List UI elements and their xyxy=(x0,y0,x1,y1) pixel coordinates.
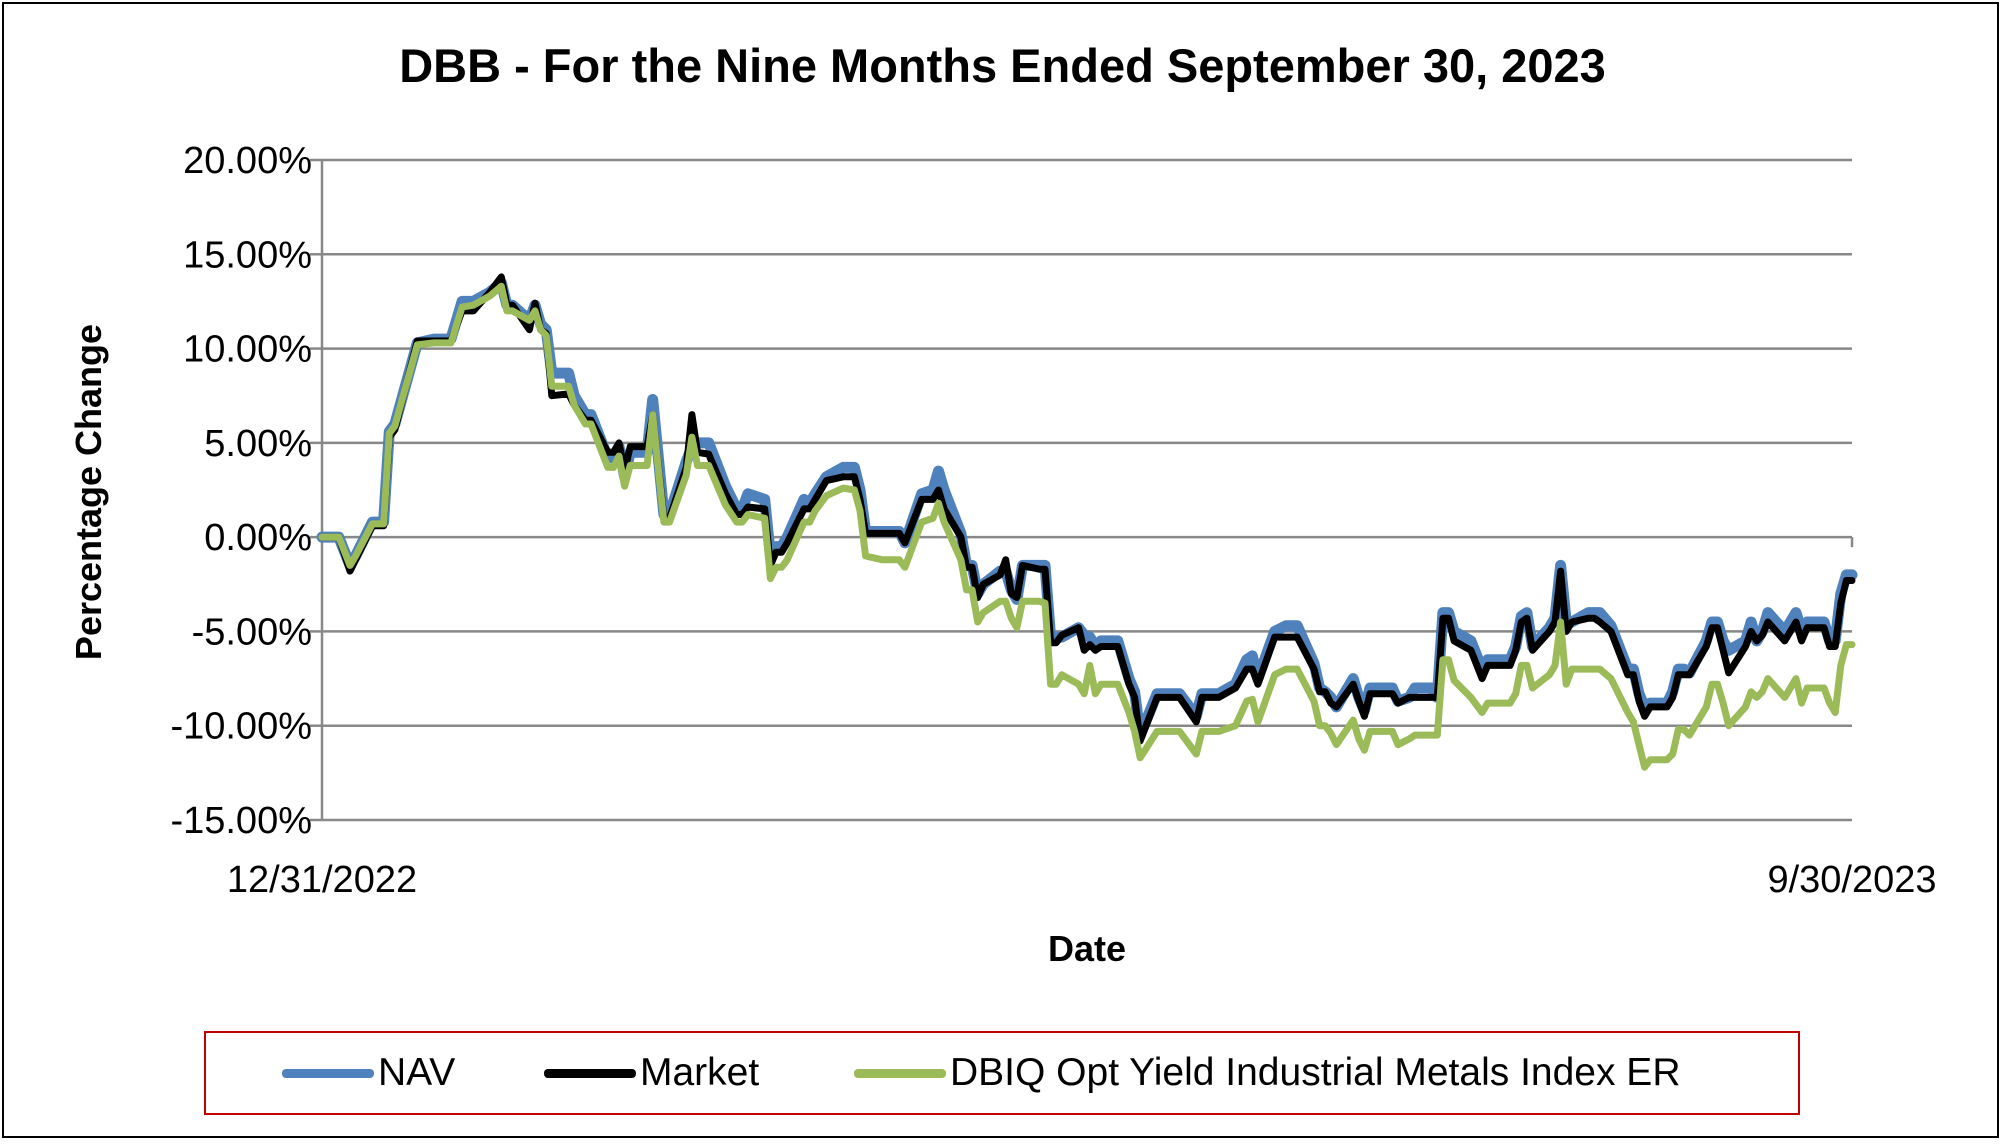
y-tick-label-4: 0.00% xyxy=(204,517,312,559)
x-tick-labels: 12/31/2022 9/30/2023 xyxy=(227,859,1937,901)
chart-title: DBB - For the Nine Months Ended Septembe… xyxy=(399,39,1606,92)
chart-legend: NAV Market DBIQ Opt Yield Industrial Met… xyxy=(204,1031,1800,1115)
y-tick-labels: 20.00% 15.00% 10.00% 5.00% 0.00% -5.00% -10.00… xyxy=(170,140,312,842)
legend-swatch-market xyxy=(544,1068,636,1078)
y-tick-label-1: 15.00% xyxy=(183,234,312,276)
x-axis-title: Date xyxy=(1048,928,1126,969)
legend-item-market: Market xyxy=(544,1051,759,1095)
y-tick-label-3: 5.00% xyxy=(204,423,312,465)
legend-label-nav: NAV xyxy=(378,1051,456,1094)
legend-label-index: DBIQ Opt Yield Industrial Metals Index E… xyxy=(950,1051,1681,1094)
y-tick-label-6: -10.00% xyxy=(170,706,312,748)
y-tick-label-0: 20.00% xyxy=(183,140,312,182)
legend-swatch-nav xyxy=(282,1068,374,1078)
series-lines xyxy=(316,273,1858,771)
y-tick-label-5: -5.00% xyxy=(192,611,312,653)
axes xyxy=(320,160,1854,820)
legend-label-market: Market xyxy=(640,1051,760,1094)
line-chart: 20.00% 15.00% 10.00% 5.00% 0.00% -5.00% -10.00… xyxy=(68,140,1937,969)
y-tick-label-2: 10.00% xyxy=(183,329,312,371)
legend-item-index: DBIQ Opt Yield Industrial Metals Index E… xyxy=(854,1051,1681,1095)
series-line-market xyxy=(318,273,1856,745)
x-tick-label-0: 12/31/2022 xyxy=(227,859,417,901)
legend-swatch-index xyxy=(854,1068,946,1078)
gridlines xyxy=(310,158,1852,822)
series-line-index xyxy=(318,282,1856,771)
legend-item-nav: NAV xyxy=(282,1051,455,1095)
x-tick-label-1: 9/30/2023 xyxy=(1767,859,1936,901)
y-axis-title: Percentage Change xyxy=(68,324,109,660)
y-tick-label-7: -15.00% xyxy=(170,800,312,842)
